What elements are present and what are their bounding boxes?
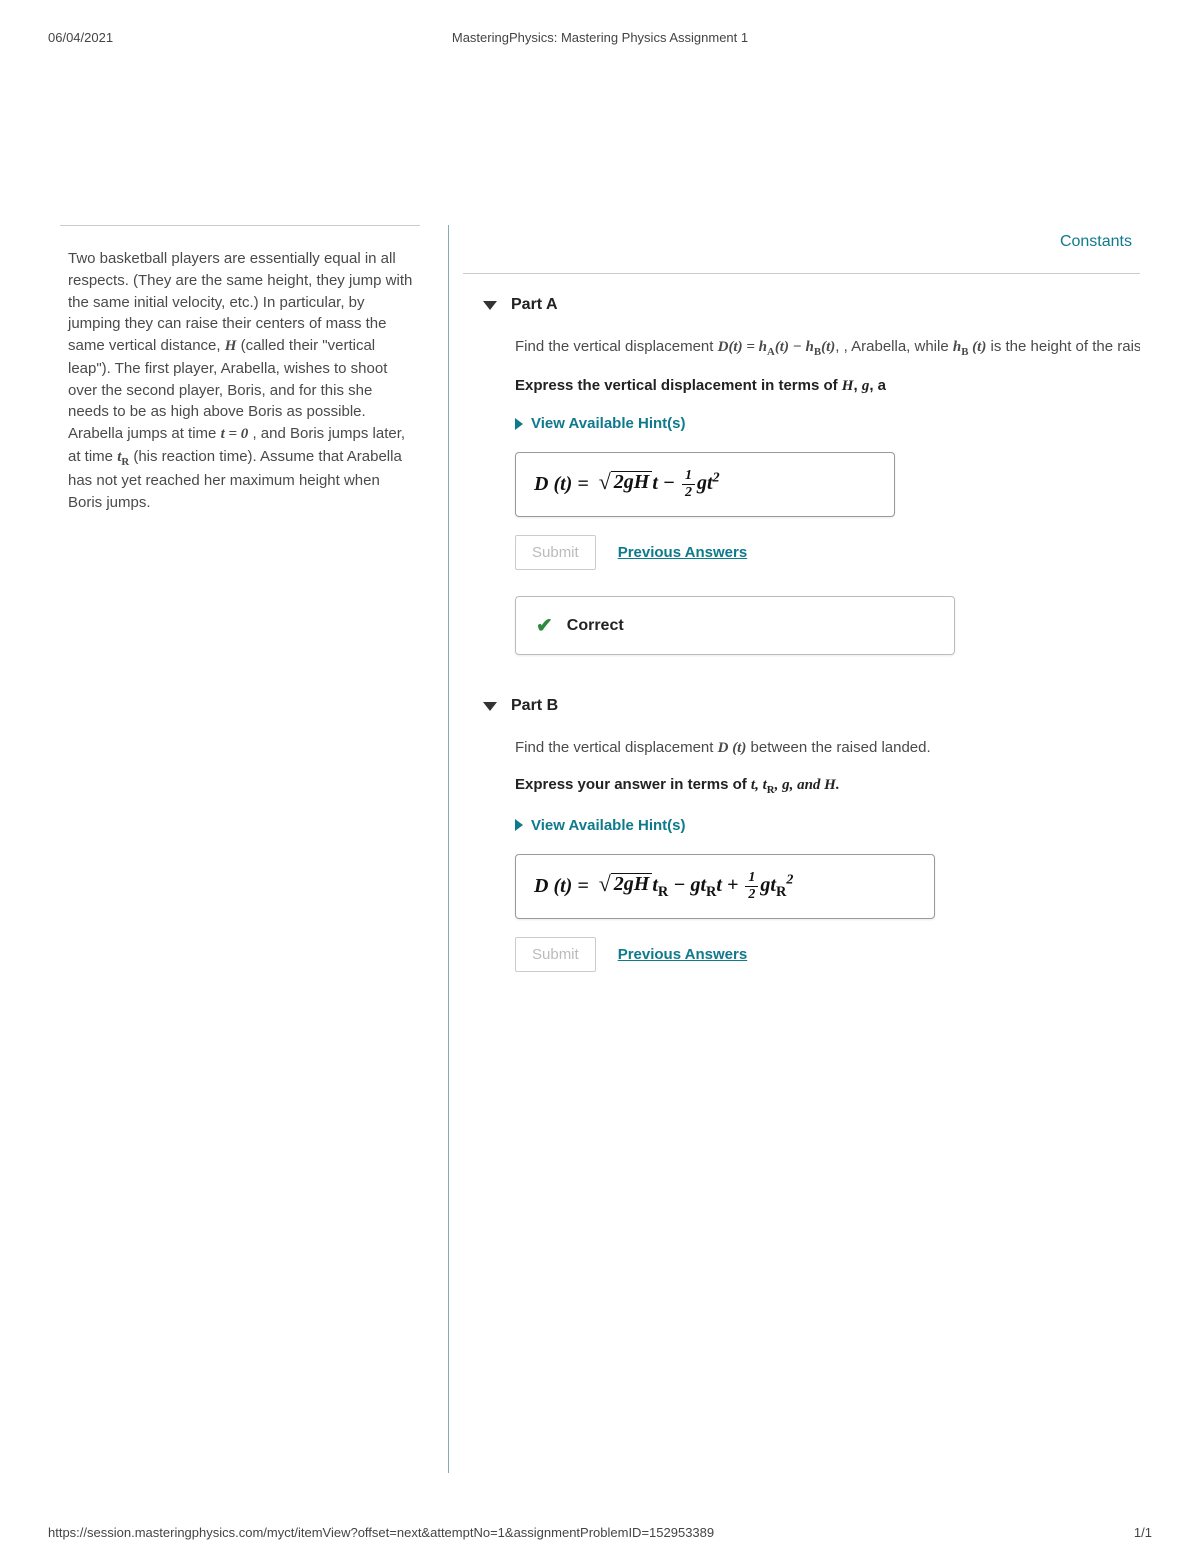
answer-expression: √2gHt − 12gt2 — [599, 469, 720, 500]
chevron-right-icon — [515, 819, 523, 831]
correct-feedback: ✔ Correct — [515, 596, 955, 655]
var-H: H — [225, 338, 237, 354]
part-a-header[interactable]: Part A — [483, 296, 1140, 314]
part-b-answer-box: D (t) = √2gHtR − gtRt + 12gtR2 — [515, 854, 935, 919]
part-b-body: Find the vertical displacement D (t) bet… — [463, 737, 1140, 971]
submit-button[interactable]: Submit — [515, 535, 596, 570]
part-a-hints-toggle[interactable]: View Available Hint(s) — [515, 415, 1140, 432]
var-t0: t = 0 — [221, 426, 249, 442]
chevron-right-icon — [515, 418, 523, 430]
chevron-down-icon — [483, 301, 497, 310]
hints-label: View Available Hint(s) — [531, 817, 686, 834]
part-b-instruction: Express your answer in terms of t, tR, g… — [515, 774, 1140, 799]
part-a-answer-box: D (t) = √2gHt − 12gt2 — [515, 452, 895, 517]
footer-page: 1/1 — [1134, 1525, 1152, 1540]
footer-url: https://session.masteringphysics.com/myc… — [48, 1525, 714, 1540]
vertical-divider — [448, 225, 449, 1473]
previous-answers-link[interactable]: Previous Answers — [618, 544, 748, 561]
chevron-down-icon — [483, 702, 497, 711]
part-b-header[interactable]: Part B — [483, 697, 1140, 715]
part-b-label: Part B — [511, 697, 558, 715]
part-b: Part B Find the vertical displacement D … — [463, 697, 1140, 971]
problem-statement: Two basketball players are essentially e… — [60, 248, 420, 514]
submit-button[interactable]: Submit — [515, 937, 596, 972]
part-a-description: Find the vertical displacement D(t) = hA… — [515, 336, 1140, 361]
part-a-body: Find the vertical displacement D(t) = hA… — [463, 336, 1140, 655]
part-a-label: Part A — [511, 296, 558, 314]
print-title: MasteringPhysics: Mastering Physics Assi… — [0, 30, 1200, 45]
check-icon: ✔ — [536, 613, 553, 638]
divider — [463, 273, 1140, 274]
answer-lhs: D (t) = — [534, 875, 589, 898]
part-b-hints-toggle[interactable]: View Available Hint(s) — [515, 817, 1140, 834]
hints-label: View Available Hint(s) — [531, 415, 686, 432]
part-a-submit-row: Submit Previous Answers — [515, 535, 1140, 570]
previous-answers-link[interactable]: Previous Answers — [618, 946, 748, 963]
var-tR: tR — [117, 449, 129, 465]
constants-link[interactable]: Constants — [463, 225, 1140, 273]
answer-pane: Constants Part A Find the vertical displ… — [463, 225, 1140, 1473]
answer-expression: √2gHtR − gtRt + 12gtR2 — [599, 871, 794, 902]
correct-label: Correct — [567, 617, 624, 635]
part-a-instruction: Express the vertical displacement in ter… — [515, 375, 1140, 398]
divider — [60, 225, 420, 226]
part-a: Part A Find the vertical displacement D(… — [463, 296, 1140, 655]
part-b-description: Find the vertical displacement D (t) bet… — [515, 737, 1140, 760]
answer-lhs: D (t) = — [534, 473, 589, 496]
problem-pane: Two basketball players are essentially e… — [60, 225, 440, 1473]
part-b-submit-row: Submit Previous Answers — [515, 937, 1140, 972]
main-content: Two basketball players are essentially e… — [60, 225, 1140, 1473]
